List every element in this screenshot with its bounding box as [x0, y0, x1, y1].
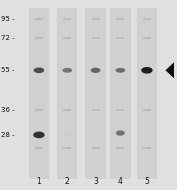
Ellipse shape — [91, 68, 101, 73]
Ellipse shape — [65, 134, 70, 136]
Bar — [143, 18, 151, 20]
Text: 95 -: 95 - — [1, 16, 15, 22]
Bar — [63, 147, 71, 149]
Bar — [29, 8, 49, 179]
Bar — [92, 147, 100, 149]
Bar — [35, 37, 43, 39]
Text: 5: 5 — [144, 177, 149, 186]
Text: 1: 1 — [37, 177, 41, 186]
Text: 36 -: 36 - — [1, 107, 15, 113]
Ellipse shape — [116, 130, 125, 136]
Text: 55 -: 55 - — [1, 67, 14, 73]
Bar — [92, 18, 100, 20]
Text: 72 -: 72 - — [1, 35, 15, 41]
Polygon shape — [165, 62, 174, 78]
Bar — [92, 69, 100, 71]
Ellipse shape — [33, 131, 45, 138]
Text: 4: 4 — [118, 177, 123, 186]
Ellipse shape — [34, 67, 44, 73]
Bar — [63, 69, 71, 71]
Ellipse shape — [62, 68, 72, 73]
Bar — [63, 18, 71, 20]
Bar — [116, 147, 124, 149]
Bar — [57, 8, 78, 179]
Ellipse shape — [141, 67, 153, 74]
Bar — [137, 8, 157, 179]
Bar — [35, 18, 43, 20]
Text: 28 -: 28 - — [1, 132, 15, 138]
Bar — [116, 109, 124, 111]
Bar — [143, 147, 151, 149]
Bar — [35, 147, 43, 149]
Bar — [35, 109, 43, 111]
Bar — [92, 109, 100, 111]
Bar — [116, 18, 124, 20]
Bar — [143, 109, 151, 111]
Bar — [92, 37, 100, 39]
Ellipse shape — [116, 68, 125, 73]
Text: 3: 3 — [93, 177, 98, 186]
Bar — [143, 37, 151, 39]
Bar — [110, 8, 130, 179]
Bar — [85, 8, 106, 179]
Bar — [116, 37, 124, 39]
Bar — [63, 109, 71, 111]
Text: 2: 2 — [65, 177, 70, 186]
Bar — [63, 37, 71, 39]
